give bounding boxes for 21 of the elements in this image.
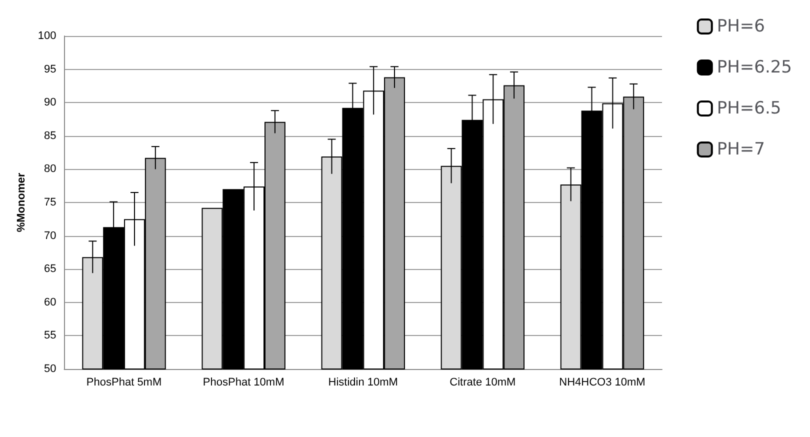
y-tick-label: 100 — [38, 30, 56, 42]
y-axis-title: %Monomer — [16, 172, 28, 232]
x-tick-label: NH4HCO3 10mM — [559, 376, 646, 388]
x-tick-label: Citrate 10mM — [450, 376, 516, 388]
x-tick-label: PhosPhat 5mM — [86, 376, 162, 388]
y-tick-label: 55 — [44, 330, 56, 342]
legend-label: PH=7 — [716, 140, 765, 160]
y-tick-label: 50 — [44, 363, 56, 375]
x-tick-label: PhosPhat 10mM — [202, 376, 284, 388]
y-tick-label: 95 — [44, 63, 56, 76]
legend-label: PH=6.5 — [716, 98, 782, 118]
y-tick-label: 90 — [44, 96, 56, 109]
legend-label: PH=6.25 — [716, 58, 792, 78]
legend-label: PH=6 — [716, 16, 765, 36]
y-tick-label: 85 — [44, 130, 56, 142]
y-tick-label: 70 — [44, 230, 56, 242]
y-tick-label: 60 — [44, 296, 56, 308]
y-tick-label: 75 — [44, 196, 56, 208]
x-tick-label: Histidin 10mM — [328, 376, 398, 388]
y-tick-label: 80 — [44, 163, 56, 176]
y-tick-label: 65 — [44, 263, 56, 276]
